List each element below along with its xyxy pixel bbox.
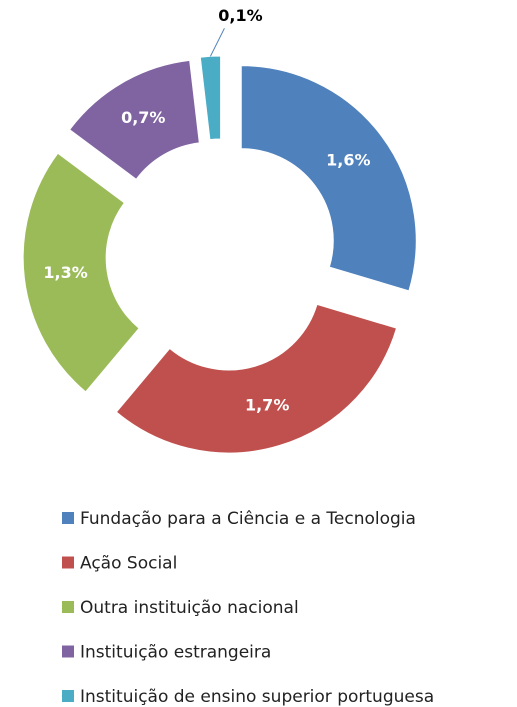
data-label: 1,6% [326, 150, 370, 169]
data-label: 1,3% [43, 263, 87, 282]
slice [240, 65, 417, 292]
legend-label: Instituição de ensino superior portugues… [80, 687, 434, 707]
slice [115, 303, 398, 454]
legend-swatch [62, 512, 74, 524]
data-label: 0,1% [218, 6, 262, 25]
legend-label: Fundação para a Ciência e a Tecnologia [80, 509, 416, 529]
legend-swatch [62, 645, 74, 658]
slice [68, 59, 200, 180]
legend-swatch [62, 690, 74, 702]
legend-label: Ação Social [80, 554, 177, 574]
slice [22, 152, 140, 393]
legend-label: Instituição estrangeira [80, 643, 271, 663]
legend-swatch [62, 556, 74, 569]
data-label: 1,7% [245, 395, 289, 414]
legend-label: Outra instituição nacional [80, 598, 299, 618]
data-label: 0,7% [121, 108, 165, 127]
slice [199, 55, 222, 141]
legend-swatch [62, 601, 74, 613]
leader-line [209, 28, 225, 57]
